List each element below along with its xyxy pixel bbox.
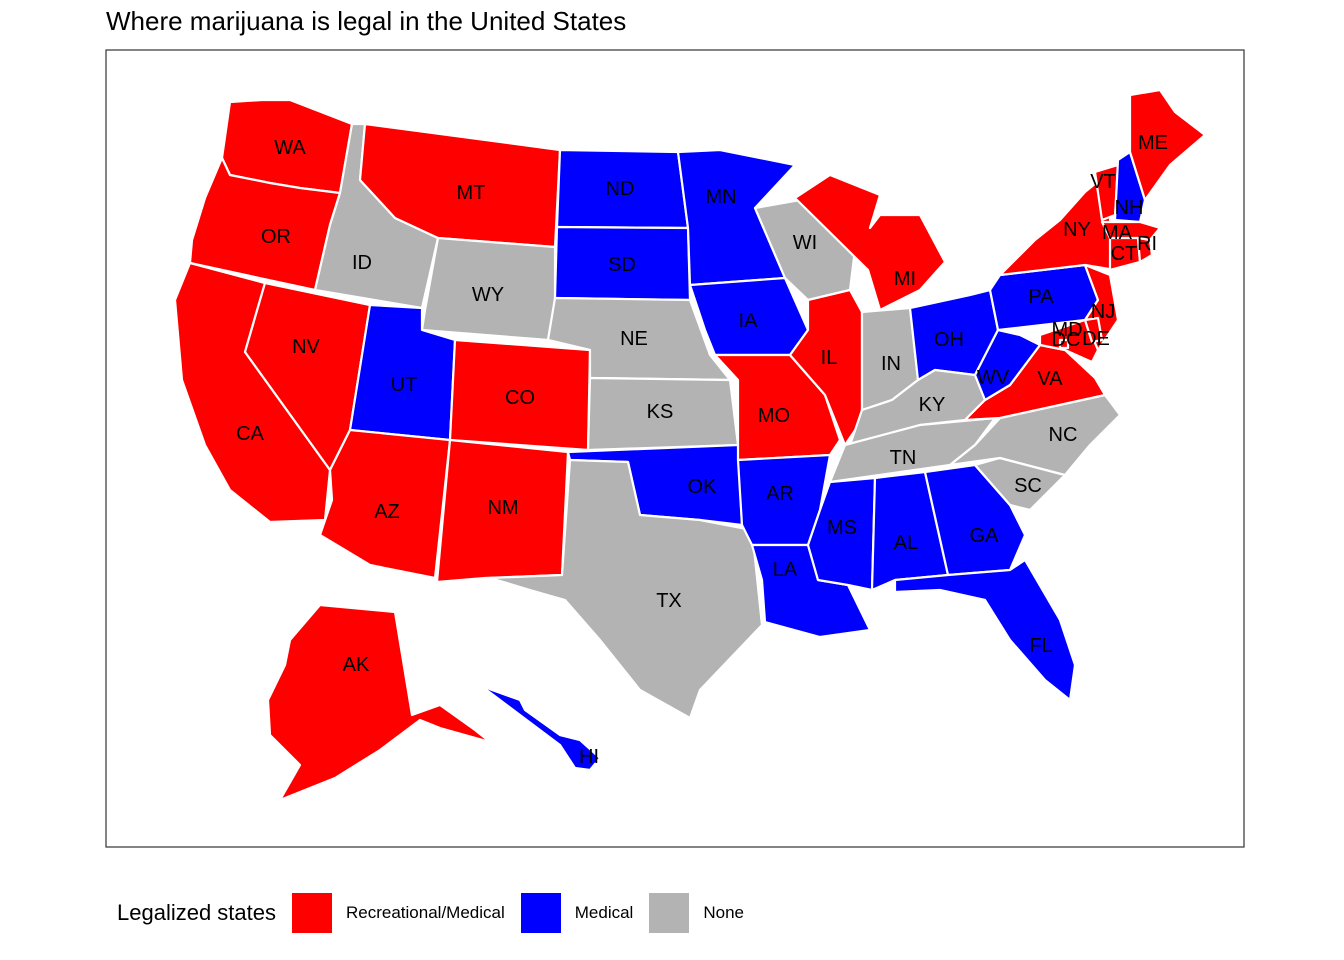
state-NH[interactable] bbox=[1113, 150, 1147, 224]
state-FL[interactable] bbox=[893, 558, 1077, 702]
state-label-WY: WY bbox=[472, 284, 504, 306]
state-label-TX: TX bbox=[656, 590, 682, 612]
legend-swatch-none bbox=[649, 893, 690, 933]
state-label-KY: KY bbox=[919, 394, 946, 416]
state-label-CA: CA bbox=[236, 423, 264, 445]
state-label-MI: MI bbox=[894, 268, 916, 290]
state-label-RI: RI bbox=[1137, 233, 1157, 255]
state-NC[interactable] bbox=[948, 393, 1122, 477]
state-label-FL: FL bbox=[1029, 635, 1052, 657]
state-label-ME: ME bbox=[1138, 132, 1168, 154]
legend-swatch-recreational bbox=[292, 893, 332, 933]
state-label-AR: AR bbox=[766, 483, 794, 505]
state-label-VT: VT bbox=[1090, 171, 1116, 193]
state-label-GA: GA bbox=[970, 525, 1000, 547]
state-label-ID: ID bbox=[352, 252, 372, 274]
state-label-NM: NM bbox=[487, 497, 518, 519]
state-label-MO: MO bbox=[758, 405, 790, 427]
state-label-NE: NE bbox=[620, 328, 648, 350]
state-label-ND: ND bbox=[606, 178, 635, 200]
state-label-PA: PA bbox=[1028, 286, 1054, 308]
state-label-WV: WV bbox=[977, 367, 1010, 389]
state-MA[interactable] bbox=[1100, 220, 1162, 242]
state-label-SC: SC bbox=[1014, 475, 1042, 497]
state-TX[interactable] bbox=[488, 458, 764, 720]
legend-label-recreational: Recreational/Medical bbox=[346, 903, 505, 922]
state-label-NC: NC bbox=[1049, 424, 1078, 446]
state-label-IA: IA bbox=[739, 310, 759, 332]
state-label-TN: TN bbox=[890, 447, 917, 469]
state-DE[interactable] bbox=[1083, 316, 1104, 344]
state-label-SD: SD bbox=[608, 254, 636, 276]
map-title: Where marijuana is legal in the United S… bbox=[106, 6, 627, 36]
state-label-IN: IN bbox=[881, 353, 901, 375]
state-DC[interactable] bbox=[1058, 338, 1070, 350]
state-label-OH: OH bbox=[934, 329, 964, 351]
state-label-MT: MT bbox=[457, 182, 486, 204]
state-RI[interactable] bbox=[1136, 236, 1154, 264]
state-label-NJ: NJ bbox=[1091, 301, 1115, 323]
state-label-NV: NV bbox=[292, 336, 320, 358]
state-label-AL: AL bbox=[894, 532, 918, 554]
state-label-AZ: AZ bbox=[374, 501, 400, 523]
state-HI[interactable] bbox=[478, 683, 602, 772]
state-label-NH: NH bbox=[1115, 197, 1144, 219]
state-label-MN: MN bbox=[705, 186, 736, 208]
legend: Legalized states Recreational/Medical Me… bbox=[117, 893, 760, 933]
legend-label-none: None bbox=[703, 903, 744, 922]
state-label-CO: CO bbox=[505, 387, 535, 409]
state-label-OK: OK bbox=[688, 476, 718, 498]
state-label-LA: LA bbox=[773, 559, 798, 581]
state-label-KS: KS bbox=[647, 401, 674, 423]
state-label-MD: MD bbox=[1051, 319, 1082, 341]
legend-swatch-medical bbox=[520, 893, 561, 933]
state-label-DC: DC bbox=[1052, 329, 1081, 351]
legend-key-recreational: Recreational/Medical bbox=[292, 893, 505, 933]
state-label-UT: UT bbox=[391, 374, 418, 396]
state-AK[interactable] bbox=[266, 603, 492, 802]
state-ME[interactable] bbox=[1128, 88, 1207, 202]
state-label-MA: MA bbox=[1102, 222, 1133, 244]
legend-key-none: None bbox=[649, 893, 744, 933]
state-label-MS: MS bbox=[827, 517, 857, 539]
state-label-NY: NY bbox=[1063, 219, 1091, 241]
legend-title: Legalized states bbox=[117, 900, 276, 925]
legend-label-medical: Medical bbox=[574, 903, 634, 922]
state-label-CT: CT bbox=[1111, 243, 1138, 265]
state-label-WI: WI bbox=[793, 232, 817, 254]
state-MI[interactable] bbox=[793, 173, 947, 312]
legend-key-medical: Medical bbox=[520, 893, 634, 933]
state-label-VA: VA bbox=[1037, 368, 1063, 390]
state-label-OR: OR bbox=[261, 226, 291, 248]
plot-panel-border bbox=[105, 49, 1245, 848]
state-label-HI: HI bbox=[579, 746, 599, 768]
state-label-AK: AK bbox=[343, 654, 370, 676]
state-label-IL: IL bbox=[821, 347, 838, 369]
state-label-WA: WA bbox=[274, 137, 306, 159]
state-label-DE: DE bbox=[1082, 328, 1110, 350]
